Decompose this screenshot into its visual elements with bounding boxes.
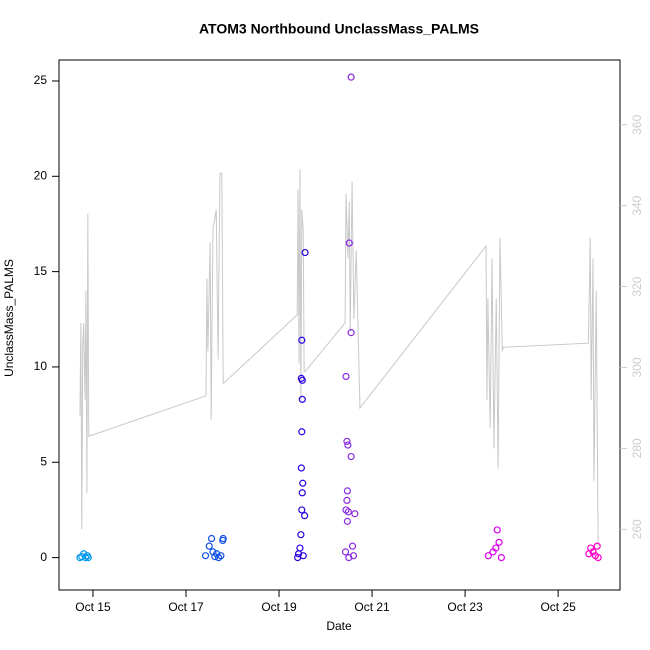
y-tick-label: 25	[34, 73, 48, 87]
point	[299, 479, 307, 487]
point	[347, 73, 355, 81]
y-tick-label: 10	[34, 359, 48, 373]
point	[297, 531, 305, 539]
point	[207, 534, 216, 543]
y-tick-label: 20	[34, 168, 48, 182]
chart-title: ATOM3 Northbound UnclassMass_PALMS	[199, 21, 479, 37]
point	[298, 506, 306, 514]
point	[347, 329, 355, 337]
point	[201, 552, 210, 560]
x-tick-label: Oct 25	[540, 600, 576, 614]
point	[351, 510, 359, 518]
point	[347, 452, 355, 461]
point	[349, 552, 358, 560]
point	[217, 552, 225, 560]
point	[296, 544, 304, 552]
point	[593, 542, 601, 550]
point	[298, 336, 306, 344]
y-tick-label: 0	[40, 550, 47, 564]
point	[81, 553, 90, 562]
point	[298, 395, 306, 403]
point	[84, 553, 92, 562]
x-tick-label: Oct 19	[261, 600, 297, 614]
point	[213, 550, 221, 558]
y2-tick-label: 360	[630, 114, 644, 134]
line-series	[79, 169, 599, 550]
y2-tick-label: 340	[630, 195, 644, 215]
point	[342, 372, 350, 381]
y-axis-label: UnclassMass_PALMS	[2, 259, 16, 377]
point	[493, 526, 501, 534]
x-tick-label: Oct 15	[75, 600, 111, 614]
plot-box	[58, 59, 621, 591]
point	[301, 512, 309, 520]
y2-tick-label: 280	[630, 438, 644, 458]
point	[497, 553, 505, 562]
y2-tick-label: 260	[630, 519, 644, 539]
point	[298, 376, 306, 384]
point	[345, 553, 353, 562]
y-tick-label: 15	[34, 264, 48, 278]
point	[345, 239, 353, 247]
y-tick-label: 5	[40, 454, 47, 468]
point	[495, 538, 503, 546]
y2-tick-label: 320	[630, 276, 644, 296]
y2-tick-label: 300	[630, 357, 644, 377]
point	[343, 496, 351, 504]
point	[341, 548, 350, 556]
point	[489, 548, 497, 556]
x-axis-label: Date	[326, 619, 352, 633]
point	[344, 441, 352, 449]
point	[298, 428, 306, 436]
x-tick-label: Oct 17	[168, 600, 204, 614]
point	[294, 550, 303, 558]
x-tick-label: Oct 21	[354, 600, 390, 614]
point	[484, 552, 492, 560]
point	[343, 437, 351, 445]
point	[298, 489, 306, 497]
point	[343, 517, 352, 525]
x-tick-label: Oct 23	[447, 600, 483, 614]
point	[594, 553, 602, 562]
point	[348, 542, 357, 550]
point	[219, 534, 227, 543]
point	[344, 508, 352, 516]
point	[301, 248, 309, 257]
point	[80, 550, 88, 558]
point	[297, 464, 305, 472]
point	[299, 552, 307, 560]
point	[585, 550, 593, 558]
point	[343, 487, 352, 495]
point	[205, 542, 213, 550]
